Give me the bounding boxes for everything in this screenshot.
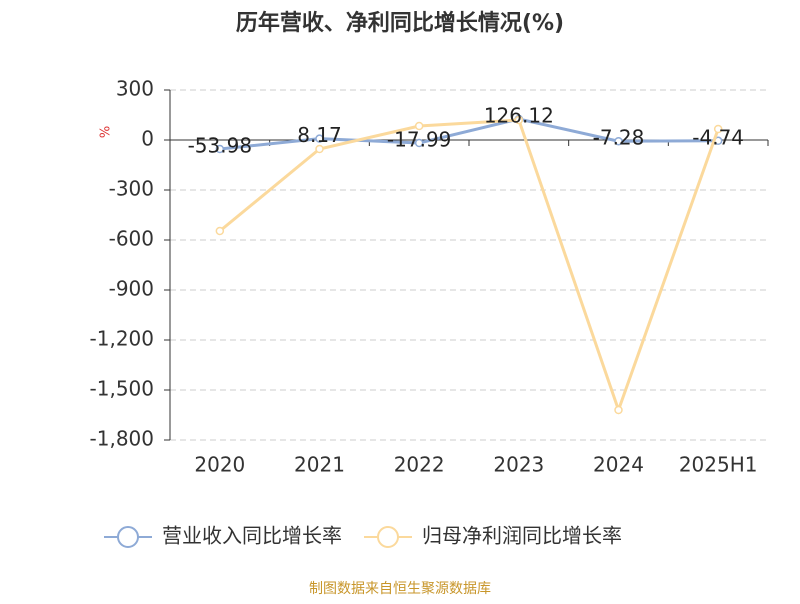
data-label: -53.98: [188, 133, 252, 157]
legend-marker: [377, 526, 399, 548]
y-tick-label: -1,500: [90, 377, 154, 401]
y-tick-label: -600: [109, 227, 154, 251]
data-point: [614, 136, 623, 146]
data-label: -4.74: [692, 125, 744, 149]
data-point: [315, 134, 324, 143]
source-note: 制图数据来自恒生聚源数据库: [309, 581, 491, 597]
y-tick-label: -300: [109, 177, 154, 201]
x-tick-label: 2025H1: [679, 453, 758, 477]
data-point: [713, 124, 723, 134]
x-tick-label: 2024: [593, 453, 644, 477]
y-tick-label: 0: [141, 127, 154, 151]
data-label: -7.28: [593, 126, 645, 150]
chart-title: 历年营收、净利同比增长情况(%): [236, 10, 564, 36]
legend-marker: [117, 526, 139, 548]
series-line: [218, 118, 720, 415]
data-point: [414, 121, 424, 131]
y-tick-label: 300: [116, 77, 154, 101]
y-tick-label: -1,200: [90, 327, 154, 351]
data-point: [514, 115, 524, 125]
y-tick-label: -1,800: [90, 427, 154, 451]
legend-label: 营业收入同比增长率: [162, 524, 342, 548]
x-tick-label: 2021: [294, 453, 345, 477]
data-point: [414, 138, 424, 148]
x-tick-label: 2020: [194, 453, 245, 477]
x-tick-label: 2022: [394, 453, 445, 477]
data-label: -17.99: [387, 127, 451, 151]
x-tick-label: 2023: [493, 453, 544, 477]
y-unit: %: [99, 126, 114, 138]
data-label: 126.12: [484, 103, 554, 127]
y-tick-label: -900: [109, 277, 154, 301]
series-line: [219, 117, 719, 151]
data-point: [215, 144, 225, 154]
legend-label: 归母净利润同比增长率: [422, 524, 622, 548]
data-point: [315, 144, 324, 154]
data-label: 8.17: [297, 123, 342, 147]
data-point: [215, 226, 225, 236]
data-point: [614, 405, 623, 415]
